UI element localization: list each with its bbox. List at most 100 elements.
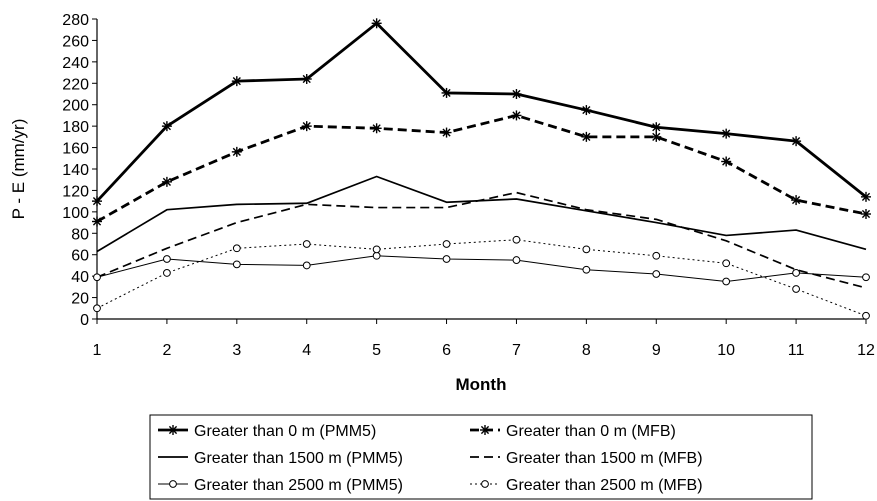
- y-tick-label: 140: [62, 162, 89, 179]
- data-point: [441, 127, 452, 138]
- y-tick-label: 80: [71, 226, 89, 243]
- data-point: [861, 191, 871, 202]
- x-tick-label: 1: [93, 342, 102, 359]
- legend-label: Greater than 2500 m (PMM5): [194, 477, 403, 494]
- y-tick-label: 240: [62, 55, 89, 72]
- series-4: [96, 191, 867, 289]
- data-point: [372, 245, 381, 254]
- legend-marker: [168, 425, 178, 435]
- y-tick-label: 100: [62, 205, 89, 222]
- series-5: [93, 251, 870, 286]
- data-point: [652, 251, 661, 260]
- data-point: [232, 244, 241, 253]
- data-point: [651, 131, 662, 142]
- data-point: [511, 89, 522, 99]
- data-point: [791, 195, 802, 206]
- data-point: [371, 18, 382, 29]
- x-tick-label: 12: [857, 342, 875, 359]
- x-tick-label: 4: [302, 342, 311, 359]
- data-point: [231, 76, 242, 87]
- data-point: [442, 240, 451, 248]
- legend-label: Greater than 0 m (MFB): [506, 423, 676, 440]
- data-point: [231, 146, 242, 157]
- data-point: [163, 269, 171, 277]
- y-tick-label: 20: [71, 291, 89, 308]
- data-point: [161, 176, 172, 187]
- y-tick-label: 200: [62, 98, 89, 115]
- data-point: [862, 311, 870, 320]
- y-tick-label: 220: [62, 76, 89, 93]
- data-point: [722, 277, 731, 286]
- data-point: [582, 265, 591, 274]
- y-tick-label: 160: [62, 141, 89, 158]
- data-point: [652, 270, 661, 278]
- data-point: [582, 245, 591, 254]
- data-point: [371, 123, 382, 134]
- series-line: [96, 255, 867, 282]
- x-axis-title: Month: [456, 375, 507, 394]
- data-point: [92, 196, 102, 207]
- data-point: [722, 259, 731, 268]
- legend-frame: [149, 414, 813, 500]
- legend-label: Greater than 1500 m (PMM5): [194, 450, 403, 467]
- legend-label: Greater than 1500 m (MFB): [506, 450, 703, 467]
- y-tick-label: 60: [71, 248, 89, 265]
- data-point: [861, 209, 871, 219]
- legend: Greater than 0 m (PMM5) Greater than 0 m …: [149, 414, 813, 500]
- series-2: [92, 110, 871, 227]
- series-line: [96, 114, 867, 223]
- data-point: [511, 110, 522, 121]
- series-lines: [92, 18, 871, 320]
- series-3: [96, 175, 867, 253]
- data-point: [302, 261, 311, 270]
- series-1: [92, 18, 871, 207]
- legend-marker: [480, 425, 490, 435]
- data-point: [792, 269, 800, 277]
- y-tick-label: 180: [62, 119, 89, 136]
- data-point: [581, 131, 592, 142]
- data-point: [721, 128, 732, 139]
- data-point: [93, 304, 101, 313]
- legend-label: Greater than 0 m (PMM5): [194, 423, 376, 440]
- legend-marker: [481, 480, 489, 488]
- data-point: [232, 260, 241, 269]
- y-tick-label: 40: [71, 269, 89, 286]
- data-point: [512, 256, 521, 264]
- data-point: [862, 273, 870, 282]
- data-point: [301, 121, 312, 132]
- data-point: [302, 240, 311, 248]
- data-point: [92, 216, 102, 227]
- data-point: [442, 255, 451, 263]
- data-point: [512, 235, 521, 244]
- legend-entry-4: Greater than 1500 m (MFB): [470, 450, 703, 467]
- data-point: [372, 251, 381, 260]
- legend-entry-2: Greater than 0 m (MFB): [470, 423, 676, 440]
- x-tick-label: 5: [372, 342, 381, 359]
- legend-entry-5: Greater than 2500 m (PMM5): [158, 477, 403, 494]
- series-line: [96, 175, 867, 253]
- y-axis-title: P - E (mm/yr): [9, 119, 28, 220]
- x-tick-label: 3: [232, 342, 241, 359]
- x-tick-label: 6: [442, 342, 451, 359]
- data-point: [651, 122, 662, 133]
- legend-marker: [169, 480, 177, 488]
- data-point: [721, 156, 732, 167]
- legend-label: Greater than 2500 m (MFB): [506, 477, 703, 494]
- x-tick-label: 9: [652, 342, 661, 359]
- axes: 0 20 40 60 80 100 120 140 160 180 200 220 240 260 280 1…: [62, 12, 875, 359]
- x-tick-label: 11: [788, 342, 805, 359]
- x-tick-label: 7: [512, 342, 521, 359]
- y-tick-label: 280: [62, 12, 89, 29]
- y-tick-label: 0: [80, 312, 89, 329]
- series-line: [96, 239, 867, 317]
- y-tick-label: 120: [62, 183, 89, 200]
- legend-entry-6: Greater than 2500 m (MFB): [470, 477, 703, 494]
- y-tick-label: 260: [62, 33, 89, 50]
- data-point: [581, 105, 592, 116]
- series-6: [93, 235, 870, 320]
- data-point: [163, 255, 171, 263]
- data-point: [301, 74, 312, 84]
- legend-entry-3: Greater than 1500 m (PMM5): [158, 450, 403, 467]
